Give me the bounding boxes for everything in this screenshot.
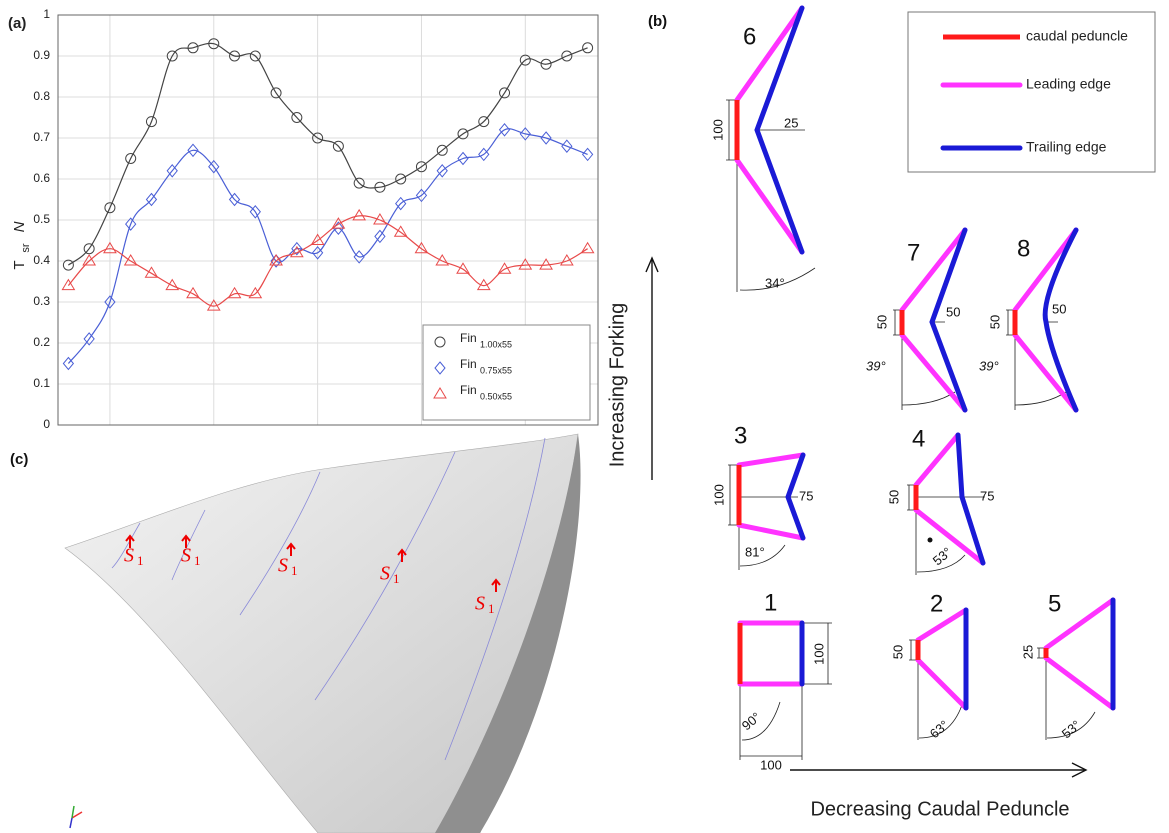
fin-shape: 2 50 63° [890,590,966,741]
legend-label: Leading edge [1026,76,1111,92]
section-subscript: 1 [488,601,495,616]
legend-label: Fin [460,383,477,397]
dimension-label: 100 [760,757,782,772]
dimension-label: 50 [946,304,960,319]
fin-shape: 4 50 75 53° [886,425,994,575]
dimension-label: 50 [890,645,905,659]
fin-shape: 5 25 53° [1020,590,1113,741]
dimension-label: 50 [1052,301,1066,316]
y-tick-label: 0.1 [33,376,50,390]
shape-number: 5 [1048,590,1061,617]
section-subscript: 1 [194,553,201,568]
shape-number: 3 [734,422,747,449]
y-tick-label: 0.4 [33,253,50,267]
fin-shape: 8 50 50 39° [979,230,1076,410]
arrow-label: Decreasing Caudal Peduncle [810,798,1069,820]
dimension-label: 90° [739,709,764,733]
dimension-label: 81° [745,544,765,559]
axis-triad [70,806,82,828]
shape-number: 7 [907,239,920,266]
legend-label: Trailing edge [1026,139,1107,155]
legend-label: Fin [460,357,477,371]
legend-label: caudal peduncle [1026,28,1128,44]
y-axis-label-sub: sr [20,243,32,253]
y-axis-label: T [11,260,28,269]
dimension-label: 100 [710,119,725,141]
fin-panel: (b) caudal peduncle Leading edge Trailin… [606,8,1155,820]
panel-label: (b) [648,13,667,30]
legend-label-sub: 0.50x55 [480,391,512,401]
dimension-label: 39° [979,358,999,373]
legend-label-sub: 1.00x55 [480,339,512,349]
dimension-label: 53° [930,544,955,568]
dimension-label: 39° [866,358,886,373]
section-label: S [181,545,191,567]
dimension-label: 25 [784,115,798,130]
section-subscript: 1 [137,553,144,568]
section-label: S [124,545,134,567]
dimension-label: 53° [1059,717,1084,741]
shape-number: 2 [930,590,943,617]
fin-shape: 7 50 50 39° [866,230,965,410]
fin-shape: 1 100 90° 100 [739,589,832,772]
dimension-label: 50 [987,315,1002,329]
y-tick-label: 0.7 [33,130,50,144]
dimension-label: 100 [811,643,826,665]
y-tick-label: 0 [43,417,50,431]
dimension-label: 63° [927,717,952,741]
legend-label: Fin [460,331,477,345]
fin-shape: 3 100 75 81° [711,422,813,570]
dimension-label: 100 [711,484,726,506]
dimension-label: 25 [1020,645,1035,659]
y-tick-label: 0.6 [33,171,50,185]
dimension-label: 50 [886,490,901,504]
y-tick-label: 0.9 [33,48,50,62]
shape-number: 1 [764,589,777,616]
y-tick-label: 0.2 [33,335,50,349]
horn-panel: (c) S 1 S 1 S 1 S 1 S 1 [10,434,581,833]
panel-label: (c) [10,451,28,468]
section-subscript: 1 [291,563,298,578]
y-tick-label: 0.5 [33,212,50,226]
y-axis-label-suffix: N [11,221,28,232]
dimension-label: 75 [799,488,813,503]
shape-number: 6 [743,23,756,50]
dot [928,538,933,543]
shape-number: 4 [912,425,925,452]
y-tick-label: 0.8 [33,89,50,103]
panel-label: (a) [8,15,26,32]
dimension-label: 75 [980,488,994,503]
shape-number: 8 [1017,235,1030,262]
section-label: S [380,563,390,585]
y-tick-label: 0.3 [33,294,50,308]
figure: 00.10.20.30.40.50.60.70.80.91(a)TsrNFin1… [0,0,1169,833]
section-label: S [278,555,288,577]
dimension-label: 50 [874,315,889,329]
fin-shape: 6 100 25 34° [710,8,815,292]
legend-label-sub: 0.75x55 [480,365,512,375]
dimension-label: 34° [765,275,785,290]
y-tick-label: 1 [43,7,50,21]
section-subscript: 1 [393,571,400,586]
section-label: S [475,593,485,615]
arrow-label: Increasing Forking [606,303,628,468]
